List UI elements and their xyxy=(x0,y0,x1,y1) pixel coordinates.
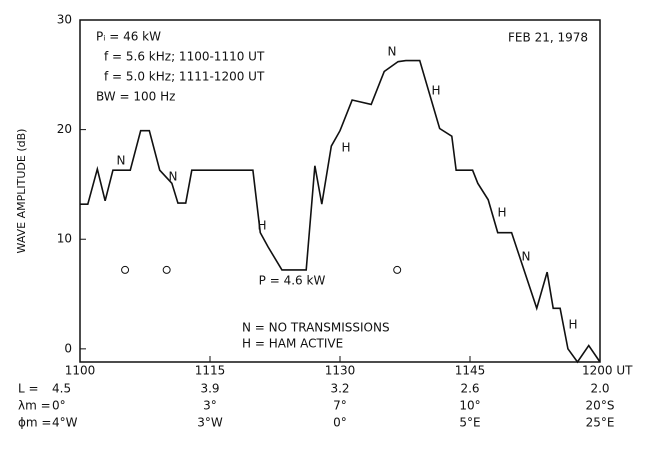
param-value: 3.2 xyxy=(330,382,349,396)
param-label: λm = xyxy=(18,399,51,413)
param-value: 20°S xyxy=(586,399,615,413)
param-value: 3.9 xyxy=(200,382,219,396)
marker xyxy=(162,265,171,274)
param-value: 0° xyxy=(52,399,66,413)
y-axis-label: WAVE AMPLITUDE (dB) xyxy=(15,129,28,254)
annotation: N xyxy=(522,250,531,264)
x-tick-label: 1100 xyxy=(65,364,96,378)
x-tick-label: 1200 UT xyxy=(582,364,633,378)
note: BW = 100 Hz xyxy=(96,90,175,104)
param-value: 4.5 xyxy=(52,382,71,396)
param-label: ϕm = xyxy=(18,416,51,430)
x-tick-label: 1115 xyxy=(195,364,226,378)
amplitude-line xyxy=(80,59,601,364)
param-value: 25°E xyxy=(586,416,615,430)
annotation: H xyxy=(431,84,440,98)
param-value: 2.0 xyxy=(590,382,609,396)
annotation: H xyxy=(341,141,350,155)
param-value: 10° xyxy=(459,399,480,413)
note: f = 5.6 kHz; 1100-1110 UT xyxy=(104,50,265,64)
y-tick-label: 20 xyxy=(57,122,72,136)
x-tick-label: 1130 xyxy=(325,364,356,378)
annotation: H xyxy=(257,219,266,233)
x-tick-label: 1145 xyxy=(455,364,486,378)
marker xyxy=(121,265,130,274)
param-value: 7° xyxy=(333,399,347,413)
legend-note: H = HAM ACTIVE xyxy=(242,337,343,351)
param-value: 0° xyxy=(333,416,347,430)
annotation: N xyxy=(388,45,397,59)
annotation: H xyxy=(568,318,577,332)
param-value: 3°W xyxy=(197,416,223,430)
param-value: 4°W xyxy=(52,416,78,430)
y-tick-label: 0 xyxy=(64,341,72,355)
legend-note: N = NO TRANSMISSIONS xyxy=(242,321,390,335)
y-tick-label: 30 xyxy=(57,13,72,27)
param-label: L = xyxy=(18,382,39,396)
annotation: P = 4.6 kW xyxy=(259,274,326,288)
note: f = 5.0 kHz; 1111-1200 UT xyxy=(104,70,265,84)
param-value: 5°E xyxy=(459,416,480,430)
param-value: 2.6 xyxy=(460,382,479,396)
y-tick-label: 10 xyxy=(57,232,72,246)
annotation: N xyxy=(169,170,178,184)
date-label: FEB 21, 1978 xyxy=(508,31,588,45)
note: Pᵢ = 46 kW xyxy=(96,30,161,44)
param-value: 3° xyxy=(203,399,217,413)
annotation: N xyxy=(117,154,126,168)
marker xyxy=(393,265,402,274)
annotation: H xyxy=(497,206,506,220)
